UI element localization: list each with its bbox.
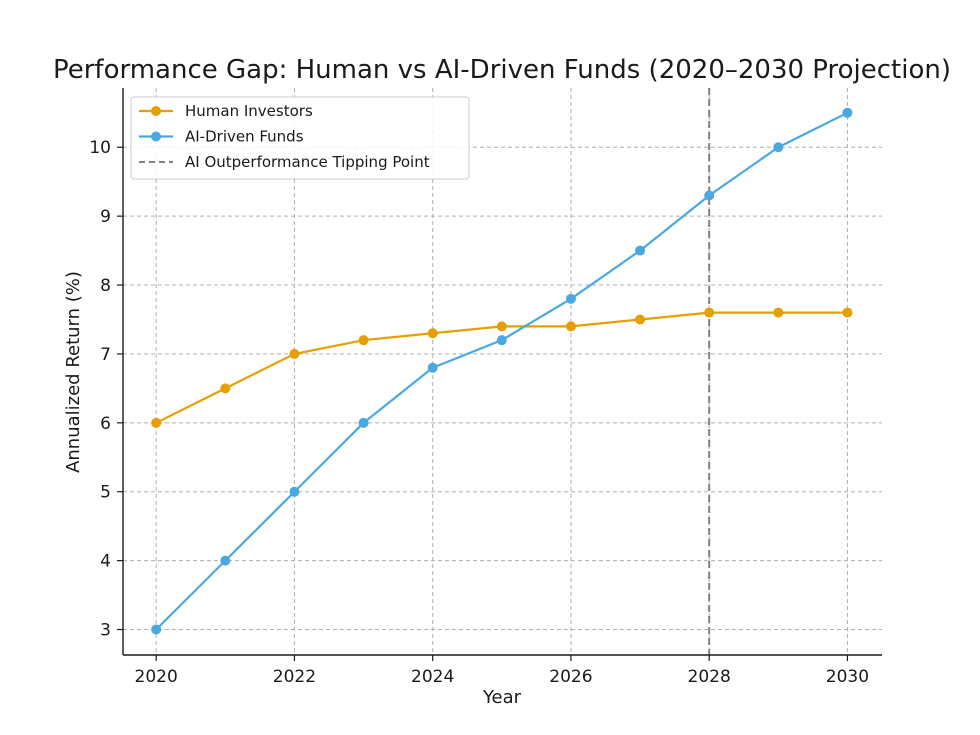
data-point <box>289 348 300 359</box>
data-point <box>842 307 853 318</box>
data-point <box>635 314 646 325</box>
y-tick-label: 6 <box>100 414 111 434</box>
x-tick-label: 2024 <box>411 667 454 687</box>
y-tick-label: 3 <box>100 621 111 641</box>
y-axis-label: Annualized Return (%) <box>63 271 84 473</box>
legend-entry-label: Human Investors <box>185 102 313 120</box>
x-tick-label: 2028 <box>688 667 731 687</box>
x-tick-label: 2030 <box>826 667 869 687</box>
chart-title: Performance Gap: Human vs AI-Driven Fund… <box>53 55 951 85</box>
x-axis-label: Year <box>482 687 522 708</box>
data-point <box>151 417 162 428</box>
data-point <box>151 624 162 635</box>
legend-box <box>130 96 470 180</box>
data-point <box>773 307 784 318</box>
data-point <box>635 245 646 256</box>
data-point <box>289 486 300 497</box>
x-tick-label: 2026 <box>549 667 592 687</box>
data-point <box>704 307 715 318</box>
x-tick-label: 2022 <box>273 667 316 687</box>
y-tick-label: 7 <box>100 345 111 365</box>
y-tick-label: 8 <box>100 276 111 296</box>
data-point <box>220 555 231 566</box>
legend-entry-label: AI Outperformance Tipping Point <box>185 153 430 171</box>
y-tick-label: 10 <box>89 138 111 158</box>
data-point <box>842 107 853 118</box>
y-tick-label: 4 <box>100 552 111 572</box>
data-point <box>220 383 231 394</box>
x-tick-label: 2020 <box>135 667 178 687</box>
axes: 2020 2022 2024 2026 2028 2030 3 4 5 6 7 8 9 10 <box>89 88 882 687</box>
data-point <box>427 362 438 373</box>
legend: Human Investors AI-Driven Funds AI Outperf… <box>130 96 470 180</box>
data-point <box>704 190 715 201</box>
data-point <box>427 328 438 339</box>
legend-swatch-marker <box>151 131 161 142</box>
series-layer <box>151 107 853 635</box>
data-point <box>358 335 369 346</box>
data-point <box>565 321 576 332</box>
legend-entry-label: AI-Driven Funds <box>185 128 304 146</box>
data-point <box>496 321 507 332</box>
y-tick-label: 9 <box>100 207 111 227</box>
data-point <box>773 142 784 153</box>
data-point <box>358 417 369 428</box>
legend-swatch-marker <box>151 106 161 116</box>
data-point <box>496 335 507 346</box>
data-point <box>565 293 576 304</box>
y-tick-label: 5 <box>100 483 111 503</box>
